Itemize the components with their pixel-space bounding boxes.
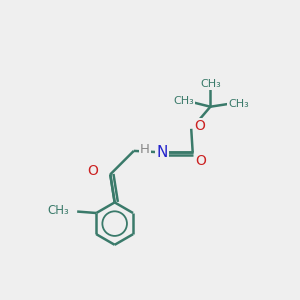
Text: CH₃: CH₃ xyxy=(47,204,69,217)
Text: H: H xyxy=(140,143,150,156)
Text: CH₃: CH₃ xyxy=(228,99,249,109)
Text: CH₃: CH₃ xyxy=(200,79,221,89)
Text: O: O xyxy=(196,154,206,168)
Text: N: N xyxy=(156,145,167,160)
Text: CH₃: CH₃ xyxy=(173,96,194,106)
Text: O: O xyxy=(194,119,205,133)
Text: O: O xyxy=(87,164,98,178)
